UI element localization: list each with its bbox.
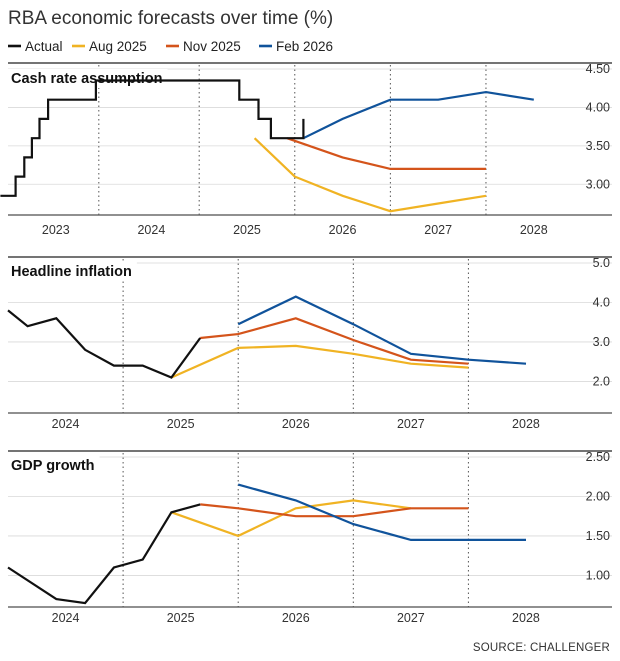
panel-title: Headline inflation	[11, 264, 132, 280]
series-line-aug-2025	[170, 344, 469, 379]
series-line-aug-2025	[253, 137, 487, 213]
panel-title-backing	[6, 69, 168, 88]
y-tick-label: 4.50	[586, 62, 610, 76]
panel-title-backing	[6, 456, 100, 475]
legend-item-aug-2025: Aug 2025	[72, 39, 147, 54]
legend: Actual Aug 2025 Nov 2025 Feb 2026	[8, 39, 333, 54]
x-tick-label: 2025	[167, 611, 195, 625]
y-tick-label: 1.00	[586, 568, 610, 582]
series-line-nov-2025	[286, 137, 486, 170]
legend-label: Actual	[25, 39, 63, 54]
y-tick-label: 3.50	[586, 139, 610, 153]
x-tick-label: 2026	[282, 611, 310, 625]
legend-label: Feb 2026	[276, 39, 333, 54]
series-line-actual	[7, 503, 201, 605]
legend-item-nov-2025: Nov 2025	[166, 39, 241, 54]
series-line-feb-2026	[237, 483, 526, 542]
x-tick-label: 2024	[137, 223, 165, 237]
series-line-nov-2025	[200, 503, 469, 518]
y-tick-label: 3.0	[593, 335, 610, 349]
panel-cash-rate-assumption: 3.00 3.50 4.00 4.50 2023 2024 2025 2026 2027 2028…	[0, 62, 612, 237]
y-tick-label: 5.0	[593, 256, 610, 270]
x-tick-label: 2028	[512, 611, 540, 625]
y-tick-label: 2.00	[586, 489, 610, 503]
series-line-feb-2026	[302, 90, 534, 140]
panel-gdp-growth: 1.00 1.50 2.00 2.50 2024 2025 2026 2027 2028 GDP …	[6, 450, 612, 625]
panel-headline-inflation: 2.0 3.0 4.0 5.0 2024 2025 2026 2027 2028 Headline…	[6, 256, 612, 431]
panel-title: Cash rate assumption	[11, 71, 163, 87]
x-tick-label: 2025	[233, 223, 261, 237]
x-tick-label: 2026	[329, 223, 357, 237]
series-line-feb-2026	[237, 295, 527, 365]
x-tick-label: 2023	[42, 223, 70, 237]
legend-label: Aug 2025	[89, 39, 147, 54]
x-tick-label: 2027	[424, 223, 452, 237]
legend-label: Nov 2025	[183, 39, 241, 54]
x-tick-label: 2027	[397, 417, 425, 431]
y-tick-label: 4.0	[593, 295, 610, 309]
panel-title-backing	[6, 262, 137, 281]
y-tick-label: 2.50	[586, 450, 610, 464]
series-line-actual	[0, 79, 305, 197]
legend-item-feb-2026: Feb 2026	[259, 39, 333, 54]
series-line-nov-2025	[200, 317, 469, 365]
y-tick-label: 1.50	[586, 529, 610, 543]
panels: 3.00 3.50 4.00 4.50 2023 2024 2025 2026 2027 2028…	[0, 62, 612, 625]
x-tick-label: 2026	[282, 417, 310, 431]
y-tick-label: 3.00	[586, 177, 610, 191]
series-line-actual	[7, 309, 202, 379]
chart-title: RBA economic forecasts over time (%)	[8, 8, 333, 29]
x-tick-label: 2027	[397, 611, 425, 625]
legend-item-actual: Actual	[8, 39, 63, 54]
source-note: SOURCE: CHALLENGER	[473, 642, 610, 654]
x-tick-label: 2028	[512, 417, 540, 431]
x-tick-label: 2028	[520, 223, 548, 237]
y-tick-label: 4.00	[586, 100, 610, 114]
x-tick-label: 2024	[52, 417, 80, 431]
series-line-aug-2025	[171, 499, 412, 538]
panel-title: GDP growth	[11, 458, 95, 474]
y-tick-label: 2.0	[593, 374, 610, 388]
x-tick-label: 2024	[52, 611, 80, 625]
x-tick-label: 2025	[167, 417, 195, 431]
